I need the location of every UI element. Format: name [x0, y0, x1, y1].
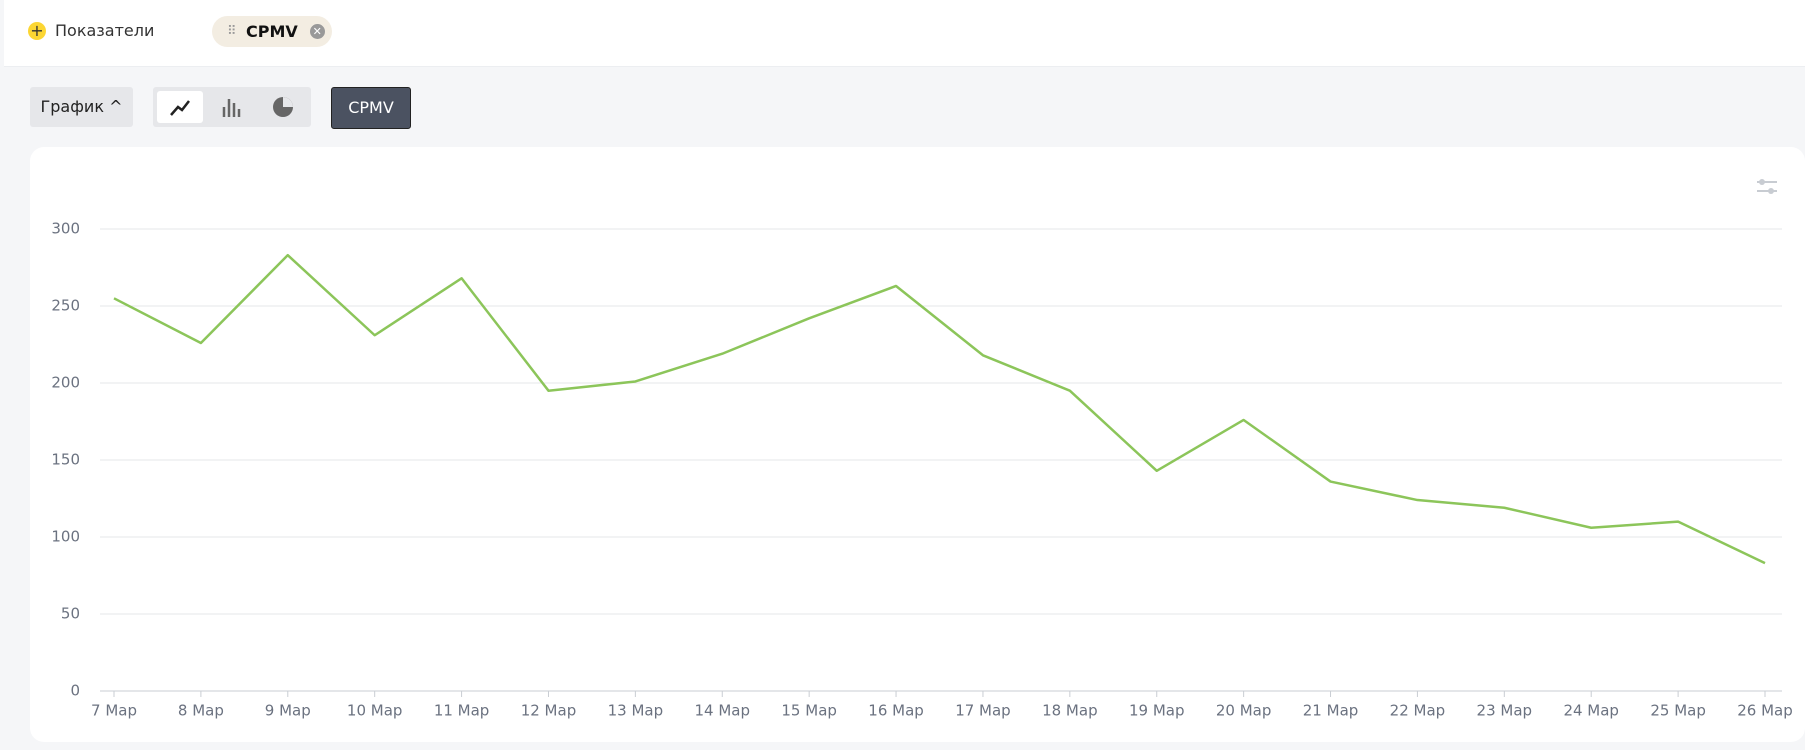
metrics-label[interactable]: Показатели [55, 21, 155, 40]
y-tick-label: 50 [61, 605, 80, 623]
x-tick-label: 23 Мар [1477, 702, 1533, 720]
metrics-bar: + Показатели ⠿ CPMV ✕ [4, 0, 1805, 67]
x-tick-label: 18 Мар [1042, 702, 1098, 720]
settings-icon[interactable] [1757, 177, 1777, 197]
x-tick-label: 16 Мар [868, 702, 924, 720]
x-tick-label: 7 Мар [91, 702, 137, 720]
bar-icon[interactable] [222, 99, 241, 117]
x-tick-label: 25 Мар [1650, 702, 1706, 720]
x-tick-label: 17 Мар [955, 702, 1011, 720]
x-tick-label: 26 Мар [1737, 702, 1793, 720]
x-tick-label: 13 Мар [608, 702, 664, 720]
drag-icon: ⠿ [227, 24, 237, 39]
metric-chip[interactable]: ⠿ CPMV ✕ [212, 16, 332, 47]
y-tick-label: 200 [51, 374, 80, 392]
line-series [113, 253, 1766, 565]
x-tick-label: 14 Мар [695, 702, 751, 720]
chart-card: 0 50 100 150 200 250 300 7 Мар 8 Мар 9 Мар 10 Мар 1… [30, 147, 1805, 742]
x-tick-label: 20 Мар [1216, 702, 1272, 720]
x-tick-label: 11 Мар [434, 702, 490, 720]
y-tick-label: 0 [70, 682, 80, 700]
remove-icon[interactable]: ✕ [309, 24, 325, 39]
y-tick-label: 250 [51, 297, 80, 315]
view-text: График [40, 97, 104, 116]
metric-button[interactable]: CPMV [331, 87, 411, 129]
line-icon [170, 100, 190, 116]
view-button[interactable]: График ^ [30, 87, 133, 127]
chart: 0 50 100 150 200 250 300 7 Мар 8 Мар 9 Мар 10 Мар 1… [51, 220, 1793, 720]
x-tick-label: 22 Мар [1390, 702, 1446, 720]
x-tick-label: 9 Мар [265, 702, 311, 720]
chart-type-icons [157, 91, 293, 123]
add-icon[interactable]: + [28, 22, 46, 40]
x-tick-label: 21 Мар [1303, 702, 1359, 720]
y-tick-label: 150 [51, 451, 80, 469]
x-tick-label: 24 Мар [1563, 702, 1619, 720]
pie-slice [283, 97, 293, 107]
y-tick-label: 100 [51, 528, 80, 546]
x-tick-label: 12 Мар [521, 702, 577, 720]
x-tick-label: 8 Мар [178, 702, 224, 720]
x-tick-label: 15 Мар [781, 702, 837, 720]
x-tick-label: 10 Мар [347, 702, 403, 720]
y-tick-label: 300 [51, 220, 80, 238]
chip-text: CPMV [246, 22, 298, 41]
chart-type-switch [153, 87, 311, 127]
x-tick-label: 19 Мар [1129, 702, 1185, 720]
